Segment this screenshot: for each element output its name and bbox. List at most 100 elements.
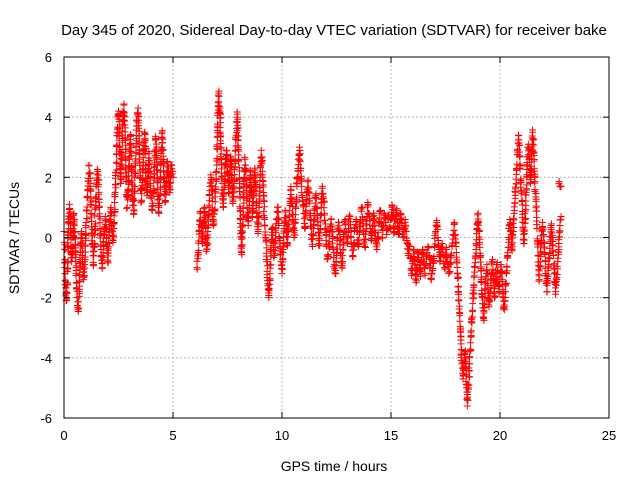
data-point [85, 161, 93, 169]
data-point [235, 187, 243, 195]
data-point [216, 110, 224, 118]
data-point [212, 175, 220, 183]
data-point [319, 190, 327, 198]
data-point [110, 220, 118, 228]
data-point [104, 252, 112, 260]
data-point [229, 187, 237, 195]
data-point [138, 181, 146, 189]
data-point [278, 262, 286, 270]
data-point [120, 100, 128, 108]
data-point [322, 224, 330, 232]
data-point [117, 170, 125, 178]
data-point [487, 259, 495, 267]
data-point [217, 137, 225, 145]
data-point [310, 221, 318, 229]
data-point [332, 258, 340, 266]
data-point [538, 222, 546, 230]
data-point [75, 277, 83, 285]
data-point [135, 132, 143, 140]
y-tick-label: 4 [45, 110, 52, 125]
data-point [297, 167, 305, 175]
data-point [217, 173, 225, 181]
data-point [260, 197, 268, 205]
data-point [258, 171, 266, 179]
data-point [467, 327, 475, 335]
data-point [434, 226, 442, 234]
x-tick-label: 15 [384, 428, 398, 443]
data-point [531, 177, 539, 185]
data-point [485, 296, 493, 304]
data-point [102, 221, 110, 229]
data-point [81, 256, 89, 264]
x-tick-label: 25 [602, 428, 616, 443]
data-point [350, 246, 358, 254]
data-point [283, 241, 291, 249]
data-point [373, 233, 381, 241]
data-point [259, 156, 267, 164]
data-point [284, 233, 292, 241]
data-point [500, 304, 508, 312]
data-point [230, 182, 238, 190]
data-points [60, 87, 565, 410]
data-point [516, 164, 524, 172]
data-point [322, 236, 330, 244]
data-point [311, 203, 319, 211]
data-point [493, 258, 501, 266]
data-point [364, 201, 372, 209]
data-point [271, 246, 279, 254]
data-point [258, 153, 266, 161]
data-point [112, 180, 120, 188]
data-point [261, 222, 269, 230]
data-point [210, 220, 218, 228]
data-point [260, 214, 268, 222]
x-tick-label: 20 [493, 428, 507, 443]
data-point [405, 242, 413, 250]
data-point [321, 209, 329, 217]
data-point [335, 225, 343, 233]
data-point [221, 183, 229, 191]
data-point [434, 234, 442, 241]
data-point [502, 279, 510, 287]
data-point [465, 367, 473, 375]
data-point [440, 264, 448, 272]
data-point [284, 226, 292, 234]
data-point [325, 238, 333, 246]
data-point [169, 173, 177, 181]
data-point [321, 216, 329, 224]
data-point [531, 186, 539, 194]
data-point [255, 199, 263, 207]
data-point [522, 214, 530, 222]
data-point [552, 290, 560, 298]
data-point [431, 240, 439, 248]
data-point [78, 251, 86, 259]
data-point [249, 207, 257, 215]
data-point [391, 217, 399, 225]
data-point [394, 225, 402, 233]
data-point [169, 167, 177, 175]
data-point [263, 271, 271, 279]
data-point [227, 158, 235, 166]
data-point [429, 265, 437, 273]
data-point [541, 258, 549, 266]
data-point [254, 220, 262, 228]
data-point [470, 290, 478, 298]
data-point [349, 253, 357, 261]
data-point [321, 225, 329, 233]
data-point [150, 184, 158, 192]
data-point [204, 240, 212, 248]
data-point [120, 116, 128, 124]
data-point [462, 359, 470, 367]
data-point [516, 141, 524, 149]
data-point [236, 194, 244, 202]
data-point [274, 208, 282, 216]
data-point [241, 153, 249, 161]
data-point [111, 188, 119, 196]
data-point [338, 258, 346, 266]
data-point [284, 242, 292, 250]
data-point [141, 150, 149, 158]
data-point [127, 152, 135, 160]
data-point [356, 228, 364, 236]
data-point [230, 189, 238, 197]
data-point [83, 214, 91, 222]
data-point [75, 304, 83, 312]
